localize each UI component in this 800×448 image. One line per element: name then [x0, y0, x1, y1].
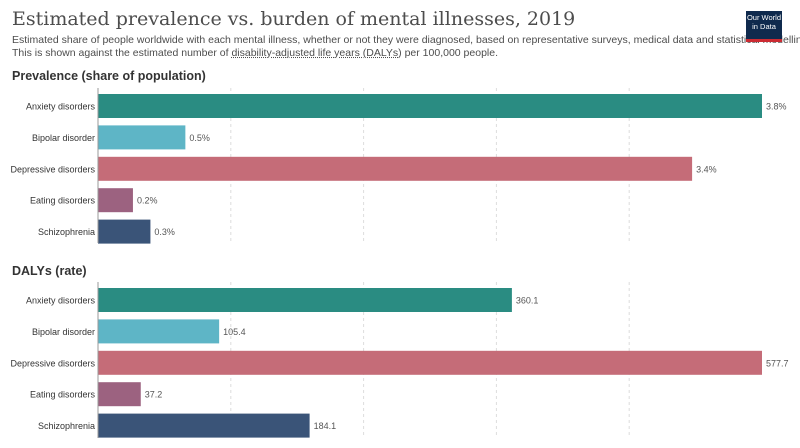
chart-0-bar[interactable] — [98, 125, 186, 150]
chart-1-bar[interactable] — [98, 413, 310, 438]
chart-0-value-label: 3.4% — [696, 164, 717, 174]
chart-1-value-label: 577.7 — [766, 358, 789, 368]
chart-1-category-label: Schizophrenia — [38, 421, 95, 431]
chart-1-bar[interactable] — [98, 319, 220, 344]
logo-line-2: in Data — [752, 22, 776, 31]
our-world-in-data-logo[interactable]: Our World in Data — [746, 11, 782, 42]
dalys-definition-link[interactable]: disability-adjusted life years (DALYs) — [231, 47, 402, 59]
chart-0-bar[interactable] — [98, 219, 151, 244]
chart-subtitle-line-2: This is shown against the estimated numb… — [12, 47, 498, 59]
chart-1-value-label: 105.4 — [223, 327, 246, 337]
chart-title: Estimated prevalence vs. burden of menta… — [12, 8, 576, 30]
chart-0-value-label: 0.5% — [189, 133, 210, 143]
chart-0-bar[interactable] — [98, 94, 762, 118]
chart-0-value-label: 0.3% — [154, 227, 175, 237]
chart-0-category-label: Bipolar disorder — [32, 133, 95, 143]
chart-1-value-label: 37.2 — [145, 390, 163, 400]
chart-1-category-label: Depressive disorders — [10, 358, 95, 368]
chart-1-bar[interactable] — [98, 382, 141, 407]
chart-0-bar[interactable] — [98, 156, 693, 181]
chart-1-bar[interactable] — [98, 350, 762, 375]
chart-0-category-label: Depressive disorders — [10, 164, 95, 174]
chart-0-bar[interactable] — [98, 188, 133, 213]
chart-1-value-label: 360.1 — [516, 296, 539, 306]
chart-subtitle-line-1: Estimated share of people worldwide with… — [12, 34, 800, 46]
chart-0-category-label: Eating disorders — [30, 196, 96, 206]
chart-0-value-label: 3.8% — [766, 102, 787, 112]
chart-0-category-label: Schizophrenia — [38, 227, 95, 237]
chart-1-title: DALYs (rate) — [12, 264, 87, 278]
chart-1-bar[interactable] — [98, 288, 512, 312]
subtitle-text-before-link: This is shown against the estimated numb… — [12, 47, 232, 59]
chart-1-category-label: Anxiety disorders — [26, 296, 96, 306]
chart-0-value-label: 0.2% — [137, 196, 158, 206]
chart-1-value-label: 184.1 — [314, 421, 337, 431]
chart-1-category-label: Bipolar disorder — [32, 327, 95, 337]
chart-0-title: Prevalence (share of population) — [12, 69, 206, 83]
subtitle-text-after-link: per 100,000 people. — [401, 47, 499, 59]
logo-line-1: Our World — [746, 13, 782, 22]
chart-1-category-label: Eating disorders — [30, 390, 96, 400]
chart-0-category-label: Anxiety disorders — [26, 102, 96, 112]
